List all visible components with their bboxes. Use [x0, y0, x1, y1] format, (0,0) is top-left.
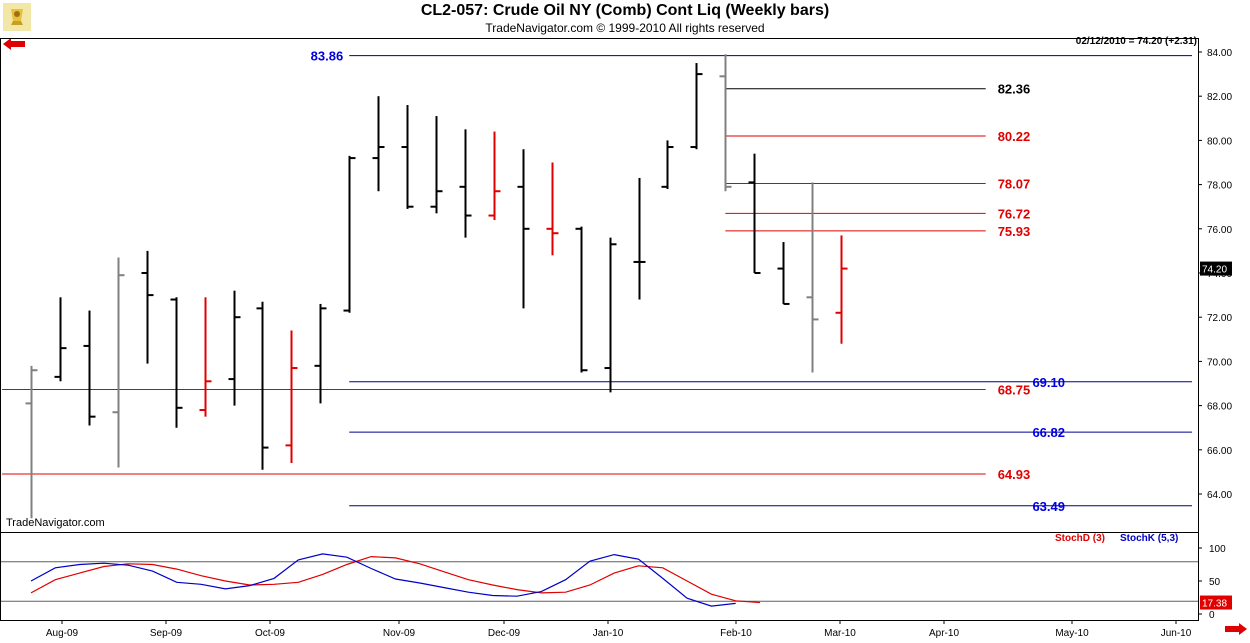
level-label: 63.49	[1032, 499, 1065, 514]
ohlc-bar	[141, 250, 154, 364]
ohlc-bar	[575, 226, 588, 373]
ohlc-bar	[430, 116, 443, 214]
level-label: 76.72	[998, 206, 1031, 221]
osc-y-tick-label: 0	[1209, 610, 1215, 621]
ohlc-bar	[719, 54, 732, 192]
price-panel-frame	[0, 38, 1199, 533]
x-axis-tick-label: May-10	[1055, 628, 1089, 639]
ohlc-bar	[314, 303, 327, 404]
osc-series-line	[30, 555, 761, 604]
ohlc-bar	[401, 105, 414, 209]
ohlc-bar	[661, 140, 674, 190]
ohlc-bar	[835, 235, 848, 344]
level-label: 64.93	[998, 467, 1031, 482]
ohlc-bar	[256, 301, 269, 470]
scroll-right-arrow-icon[interactable]	[1225, 623, 1247, 635]
ohlc-bar	[83, 310, 96, 426]
osc-y-tick-label: 100	[1209, 544, 1226, 555]
price-y-tick-label: 78.00	[1207, 181, 1232, 192]
price-y-tick-label: 76.00	[1207, 225, 1232, 236]
x-axis-tick-label: Aug-09	[46, 628, 79, 639]
ohlc-bar	[285, 330, 298, 464]
last-quote-label: 02/12/2010 = 74.20 (+2.31)	[1075, 36, 1197, 47]
ohlc-bar	[517, 149, 530, 309]
level-label: 69.10	[1032, 375, 1065, 390]
level-label: 80.22	[998, 129, 1031, 144]
osc-series-line	[30, 553, 736, 607]
ohlc-bar	[748, 153, 761, 274]
x-axis-tick-label: Apr-10	[929, 628, 959, 639]
watermark: TradeNavigator.com	[6, 517, 105, 529]
osc-last-marker	[1200, 595, 1232, 610]
osc-last-label: 17.38	[1202, 599, 1227, 610]
x-axis-tick-label: Mar-10	[824, 628, 856, 639]
price-y-tick-label: 84.00	[1207, 48, 1232, 59]
ohlc-bar	[54, 297, 67, 382]
level-label: 75.93	[998, 224, 1031, 239]
ohlc-bar	[199, 297, 212, 417]
level-label: 82.36	[998, 82, 1031, 97]
last-price-marker	[1200, 261, 1232, 276]
ohlc-bar	[633, 177, 646, 300]
x-axis-tick-label: Jun-10	[1161, 628, 1192, 639]
ohlc-bar	[170, 297, 183, 428]
x-axis-tick-label: Oct-09	[255, 628, 285, 639]
price-y-tick-label: 70.00	[1207, 357, 1232, 368]
x-axis-tick-label: Jan-10	[593, 628, 624, 639]
price-y-tick-label: 66.00	[1207, 446, 1232, 457]
price-y-tick-label: 72.00	[1207, 313, 1232, 324]
ohlc-bar	[372, 96, 385, 192]
level-label: 78.07	[998, 177, 1031, 192]
level-label: 66.82	[1032, 425, 1065, 440]
oscillator-panel-frame	[0, 532, 1199, 621]
ohlc-bar	[690, 63, 703, 150]
x-axis-tick-label: Dec-09	[488, 628, 521, 639]
level-label: 68.75	[998, 383, 1031, 398]
legend-stochk: StochK (5,3)	[1120, 533, 1179, 544]
scroll-left-arrow-icon[interactable]	[3, 38, 25, 50]
ohlc-bar	[228, 290, 241, 406]
ohlc-bar	[806, 182, 819, 373]
x-axis-tick-label: Feb-10	[720, 628, 752, 639]
ohlc-bar	[25, 365, 38, 519]
chart-title: CL2-057: Crude Oil NY (Comb) Cont Liq (W…	[420, 2, 830, 19]
x-axis-tick-label: Sep-09	[150, 628, 183, 639]
price-y-tick-label: 64.00	[1207, 490, 1232, 501]
chart-subtitle: TradeNavigator.com © 1999-2010 All right…	[485, 21, 765, 35]
price-y-tick-label: 82.00	[1207, 92, 1232, 103]
ohlc-bar	[488, 131, 501, 220]
level-label: 83.86	[311, 49, 344, 64]
x-axis-tick-label: Nov-09	[383, 628, 416, 639]
trade-navigator-logo-icon	[3, 3, 31, 31]
ohlc-bar	[343, 155, 356, 313]
ohlc-bar	[459, 129, 472, 238]
osc-y-tick-label: 50	[1209, 577, 1221, 588]
ohlc-bar	[777, 242, 790, 305]
ohlc-bar	[604, 237, 617, 393]
last-price-label: 74.20	[1202, 265, 1227, 276]
price-y-tick-label: 68.00	[1207, 402, 1232, 413]
price-y-tick-label: 80.00	[1207, 136, 1232, 147]
legend-stochd: StochD (3)	[1055, 533, 1105, 544]
ohlc-bar	[546, 162, 559, 256]
ohlc-bar	[112, 257, 125, 468]
